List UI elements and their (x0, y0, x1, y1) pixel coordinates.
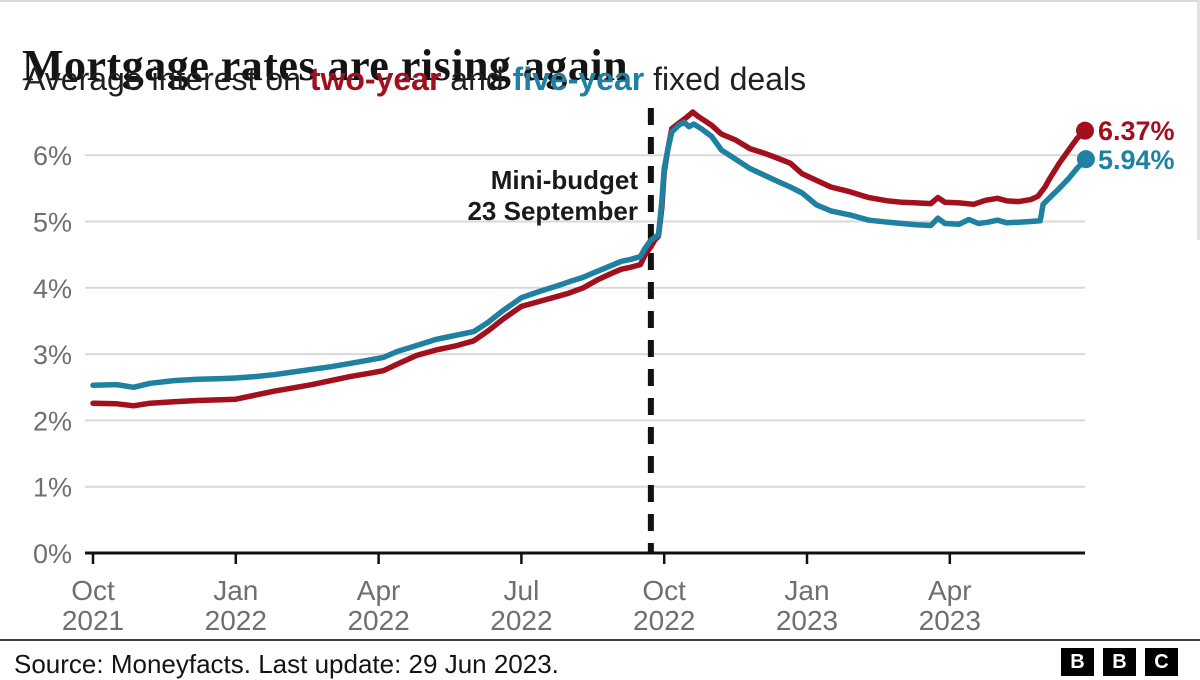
chart-subtitle: Average interest on two-year and five-ye… (24, 61, 1174, 97)
y-axis-label-3pct: 3% (33, 340, 72, 370)
five-year-end-value-label: 5.94% (1098, 145, 1175, 175)
x-label-year-Oct-2021: 2021 (62, 605, 124, 636)
x-label-month-Jul-2022: Jul (504, 575, 540, 606)
footer-bar: Source: Moneyfacts. Last update: 29 Jun … (0, 639, 1200, 679)
y-axis-label-2pct: 2% (33, 406, 72, 436)
bbc-logo: B B C (1061, 648, 1178, 676)
screenshot-right-border (1197, 0, 1200, 240)
bbc-logo-block-3: C (1145, 648, 1178, 676)
two-year-end-dot (1075, 121, 1094, 140)
mini-budget-annotation: Mini-budget 23 September (467, 165, 638, 226)
source-note: Source: Moneyfacts. Last update: 29 Jun … (14, 649, 559, 679)
x-label-month-Oct-2021: Oct (71, 575, 115, 606)
x-label-month-Jan-2023: Jan (784, 575, 829, 606)
y-axis-label-1pct: 1% (33, 473, 72, 503)
y-axis-label-6pct: 6% (33, 141, 72, 171)
x-label-month-Apr-2023: Apr (928, 575, 972, 606)
x-label-month-Oct-2022: Oct (642, 575, 686, 606)
annotation-line1: Mini-budget (490, 165, 638, 195)
x-label-year-Apr-2023: 2023 (919, 605, 981, 636)
y-axis-label-4pct: 4% (33, 274, 72, 304)
x-label-year-Apr-2022: 2022 (347, 605, 409, 636)
annotation-line2: 23 September (467, 195, 638, 226)
bbc-logo-block-1: B (1061, 648, 1094, 676)
y-axis-label-5pct: 5% (33, 208, 72, 238)
y-axis-label-0pct: 0% (33, 539, 72, 569)
subtitle-middle: and (441, 61, 513, 97)
x-label-year-Jul-2022: 2022 (490, 605, 552, 636)
subtitle-prefix: Average interest on (24, 61, 310, 97)
screenshot-top-border (0, 0, 1200, 2)
five-year-line (90, 119, 1089, 391)
subtitle-two-year-highlight: two-year (309, 61, 442, 97)
x-label-year-Oct-2022: 2022 (633, 605, 695, 636)
two-year-end-value-label: 6.37% (1098, 116, 1175, 146)
x-label-year-Jan-2023: 2023 (776, 605, 838, 636)
x-label-month-Jan-2022: Jan (213, 575, 258, 606)
bbc-logo-block-2: B (1103, 648, 1136, 676)
chart-title: Mortgage rates are rising again (22, 41, 629, 91)
subtitle-suffix: fixed deals (644, 61, 807, 97)
x-label-month-Apr-2022: Apr (357, 575, 401, 606)
subtitle-five-year-highlight: five-year (512, 61, 645, 97)
five-year-end-dot (1076, 150, 1095, 169)
x-label-year-Jan-2022: 2022 (205, 605, 267, 636)
